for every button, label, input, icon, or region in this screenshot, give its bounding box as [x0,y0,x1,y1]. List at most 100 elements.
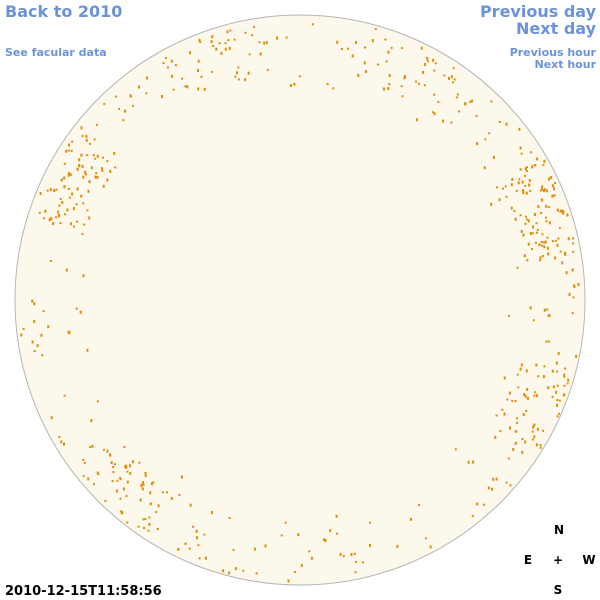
facula [152,481,155,484]
facula [522,189,525,193]
timestamp: 2010-12-15T11:58:56 [5,584,162,599]
facula [534,241,537,244]
facula [442,119,444,123]
facula [284,521,287,524]
facula [535,222,538,225]
facula [140,484,143,488]
facula [539,446,542,449]
facular-link[interactable]: See facular data [5,46,107,59]
facula [529,190,532,192]
facula [424,537,427,540]
facula [96,154,99,158]
facula [211,35,214,39]
facula [527,242,530,246]
facula [198,557,201,560]
facula [233,38,236,41]
facula [90,166,93,170]
facula [495,414,498,417]
facula [102,156,104,159]
facula [224,42,227,45]
facula [553,194,556,197]
facula [116,479,119,482]
facula [353,552,356,555]
facula [557,237,560,240]
facula [55,188,58,191]
facula [172,88,175,91]
facula [69,173,72,177]
facula [76,220,78,223]
facula [526,396,529,400]
facula [541,255,544,258]
compass-east: E [524,553,532,567]
facula [20,333,23,337]
facula [197,59,200,63]
facula [566,382,569,385]
facula [424,63,427,66]
facula [39,192,42,195]
facula [400,85,403,88]
facula [542,429,545,432]
facula [81,134,84,137]
back-link[interactable]: Back to 2010 [5,2,122,21]
facula [529,232,532,235]
solar-disk [14,14,586,586]
facula [126,470,129,473]
facula [572,296,575,299]
facula [184,85,187,88]
facula [58,204,61,207]
facula [95,123,98,126]
facula [167,66,169,69]
facula [259,52,262,56]
facula [87,477,90,481]
facula [67,188,70,190]
facula [237,66,240,69]
facula [547,386,550,390]
facula [524,440,527,444]
facula [101,170,104,173]
facula [195,529,198,533]
facula [561,261,564,265]
facula [166,491,169,494]
facula [141,487,144,491]
facula [171,74,174,78]
next-day-link[interactable]: Next day [516,19,597,38]
facula [556,399,559,401]
facula [40,333,43,337]
facula [524,185,527,187]
facula [88,142,91,145]
facula [516,373,519,376]
facula [31,340,34,344]
facula [189,503,192,507]
previous-hour-link[interactable]: Previous hour [510,46,597,59]
facula [556,243,559,247]
facula [196,536,199,540]
facula [335,514,338,518]
facula [110,461,113,465]
facula [563,373,566,376]
facula [558,227,561,230]
facula [234,567,237,571]
facula [101,167,103,171]
facula [71,140,74,143]
facula [450,75,453,79]
facula [203,87,206,91]
previous-day-link[interactable]: Previous day [480,2,597,21]
facula [248,53,251,56]
facula [556,384,559,387]
compass-center: + [553,553,563,567]
facula [148,522,151,526]
facula [572,250,575,253]
facula [113,151,116,155]
next-hour-link[interactable]: Next hour [535,58,597,71]
facula [63,162,66,165]
facula [157,504,160,508]
facula [519,146,522,150]
facula [519,214,522,217]
facula [541,244,543,247]
facula [228,47,231,50]
facula [560,209,563,213]
facula [125,466,128,469]
facula [525,191,528,195]
facula [503,412,506,416]
facula [433,93,436,96]
